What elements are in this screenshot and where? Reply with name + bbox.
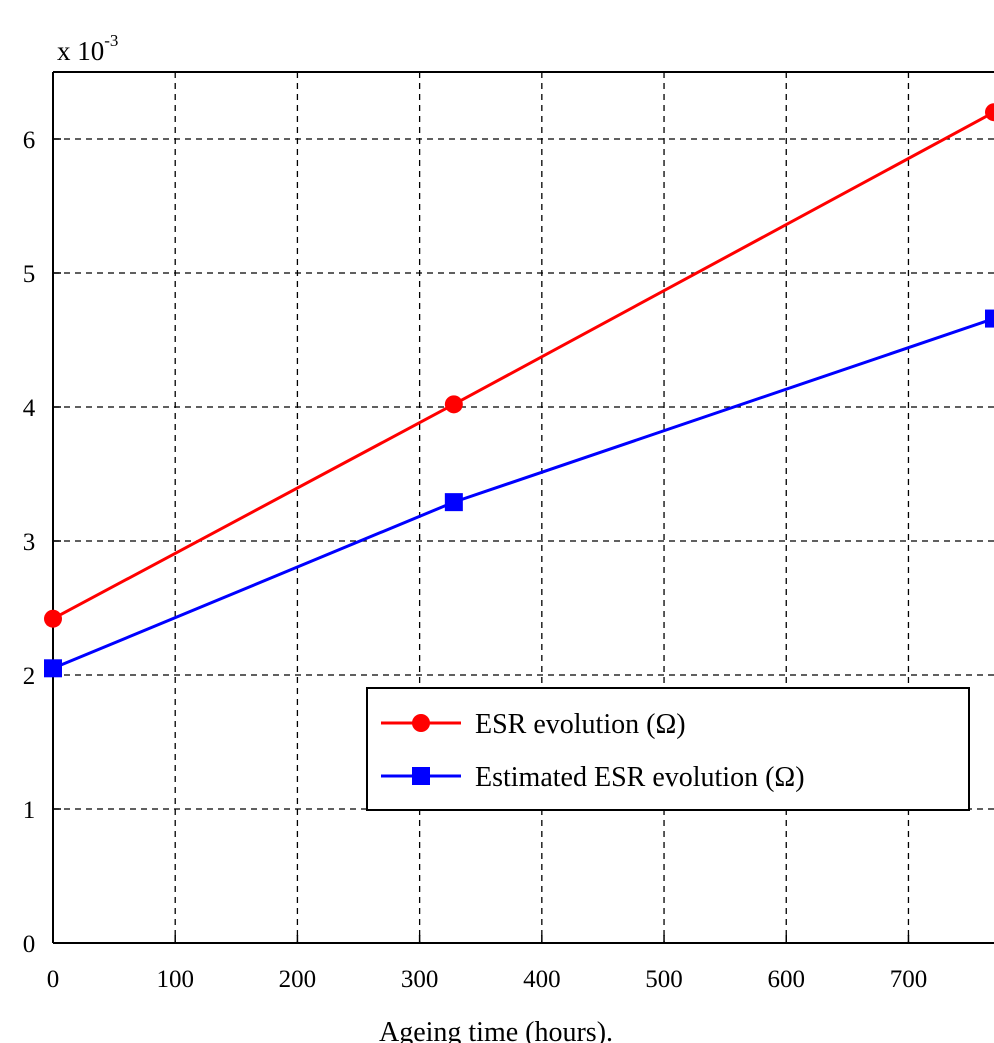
series-line-1 bbox=[52, 317, 994, 670]
axes bbox=[52, 71, 994, 944]
data-point-series-0 bbox=[44, 609, 62, 628]
y-tick-label: 1 bbox=[23, 797, 36, 824]
y-axis-multiplier: x 10-3 bbox=[57, 31, 118, 66]
y-tick-label: 0 bbox=[23, 931, 36, 958]
y-tick-label: 2 bbox=[23, 663, 36, 690]
x-tick-label: 400 bbox=[523, 966, 561, 993]
data-point-series-1 bbox=[44, 659, 62, 678]
data-series bbox=[44, 103, 994, 678]
tick-labels: 0 100 200 300 400 500 600 700 0 1 2 3 4 5 6 bbox=[23, 127, 927, 993]
x-tick-label: 500 bbox=[645, 966, 683, 993]
legend: ESR evolution (Ω) Estimated ESR evolutio… bbox=[366, 687, 970, 811]
y-tick-label: 3 bbox=[23, 529, 36, 556]
y-tick-label: 5 bbox=[23, 261, 36, 288]
x-tick-label: 600 bbox=[767, 966, 805, 993]
y-multiplier-exponent: -3 bbox=[104, 31, 118, 50]
grid-lines bbox=[53, 72, 994, 943]
data-point-series-0 bbox=[985, 103, 994, 122]
legend-swatch-estimated-marker bbox=[412, 767, 430, 785]
x-tick-label: 700 bbox=[890, 966, 928, 993]
data-point-series-0 bbox=[444, 395, 463, 414]
legend-label-esr: ESR evolution (Ω) bbox=[475, 709, 686, 740]
x-axis-label: Ageing time (hours). bbox=[379, 1017, 613, 1043]
x-tick-label: 100 bbox=[156, 966, 194, 993]
y-multiplier-base: x 10 bbox=[57, 36, 104, 66]
y-tick-label: 6 bbox=[23, 127, 36, 154]
legend-label-estimated: Estimated ESR evolution (Ω) bbox=[475, 762, 805, 793]
data-point-series-1 bbox=[985, 309, 994, 328]
y-tick-label: 4 bbox=[23, 395, 36, 422]
x-tick-label: 300 bbox=[401, 966, 439, 993]
x-tick-label: 0 bbox=[47, 966, 60, 993]
x-tick-label: 200 bbox=[279, 966, 317, 993]
data-point-series-1 bbox=[444, 493, 463, 512]
legend-swatch-esr-marker bbox=[412, 714, 430, 732]
legend-box bbox=[366, 687, 970, 811]
